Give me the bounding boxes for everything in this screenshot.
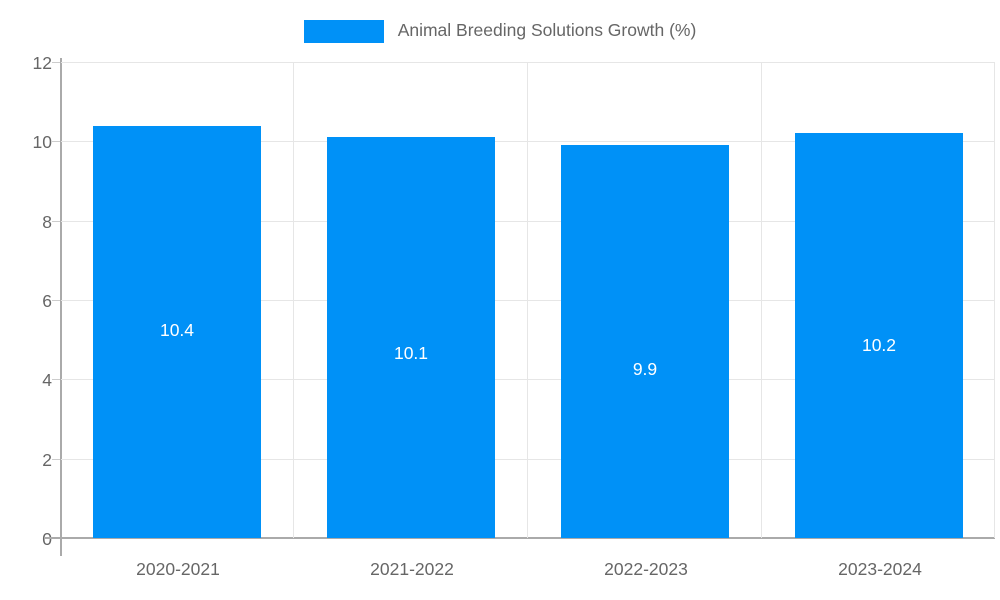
gridline-x-2 — [527, 62, 528, 538]
legend-label: Animal Breeding Solutions Growth (%) — [397, 20, 697, 41]
gridline-x-3 — [761, 62, 762, 538]
plot-right-edge — [994, 62, 995, 538]
y-tick-label-4: 4 — [42, 370, 52, 390]
bar-2020-2021[interactable]: 10.4 — [93, 125, 261, 538]
y-tick-mark-2 — [52, 459, 60, 460]
bar-value-label-2022-2023: 9.9 — [632, 359, 658, 380]
gridline-y-4 — [61, 379, 995, 380]
bar-2021-2022[interactable]: 10.1 — [327, 137, 495, 538]
y-tick-label-10: 10 — [32, 132, 52, 152]
y-tick-mark-12 — [52, 62, 60, 63]
legend-item-animal-breeding-solutions-growth[interactable]: Animal Breeding Solutions Growth (%) — [303, 19, 697, 43]
y-tick-label-12: 12 — [32, 53, 52, 73]
y-tick-mark-10 — [52, 141, 60, 142]
bar-value-label-2021-2022: 10.1 — [393, 343, 429, 364]
y-axis-line — [60, 58, 62, 556]
gridline-y-10 — [61, 141, 995, 142]
y-tick-label-6: 6 — [42, 291, 52, 311]
gridline-y-12 — [61, 62, 995, 63]
gridline-y-6 — [61, 300, 995, 301]
chart-legend: Animal Breeding Solutions Growth (%) — [0, 14, 1000, 48]
y-tick-mark-4 — [52, 379, 60, 380]
y-tick-mark-6 — [52, 300, 60, 301]
bar-2022-2023[interactable]: 9.9 — [561, 145, 729, 538]
x-tick-label-2022-2023: 2022-2023 — [604, 559, 688, 579]
y-tick-mark-8 — [52, 221, 60, 222]
y-tick-label-0: 0 — [42, 529, 52, 549]
gridline-x-1 — [293, 62, 294, 538]
y-tick-label-8: 8 — [42, 212, 52, 232]
x-axis-line — [44, 537, 995, 539]
bar-value-label-2020-2021: 10.4 — [159, 319, 195, 340]
legend-swatch-icon — [303, 19, 384, 43]
x-tick-label-2023-2024: 2023-2024 — [838, 559, 922, 579]
y-tick-label-2: 2 — [42, 450, 52, 470]
x-tick-label-2020-2021: 2020-2021 — [136, 559, 220, 579]
gridline-y-8 — [61, 221, 995, 222]
y-axis-tick-labels: 12 10 8 6 4 2 0 — [0, 0, 60, 600]
bar-value-label-2023-2024: 10.2 — [861, 335, 897, 356]
bar-2023-2024[interactable]: 10.2 — [795, 133, 963, 538]
x-tick-label-2021-2022: 2021-2022 — [370, 559, 454, 579]
plot-area: 10.4 10.1 9.9 10.2 — [61, 62, 995, 538]
gridline-y-2 — [61, 459, 995, 460]
